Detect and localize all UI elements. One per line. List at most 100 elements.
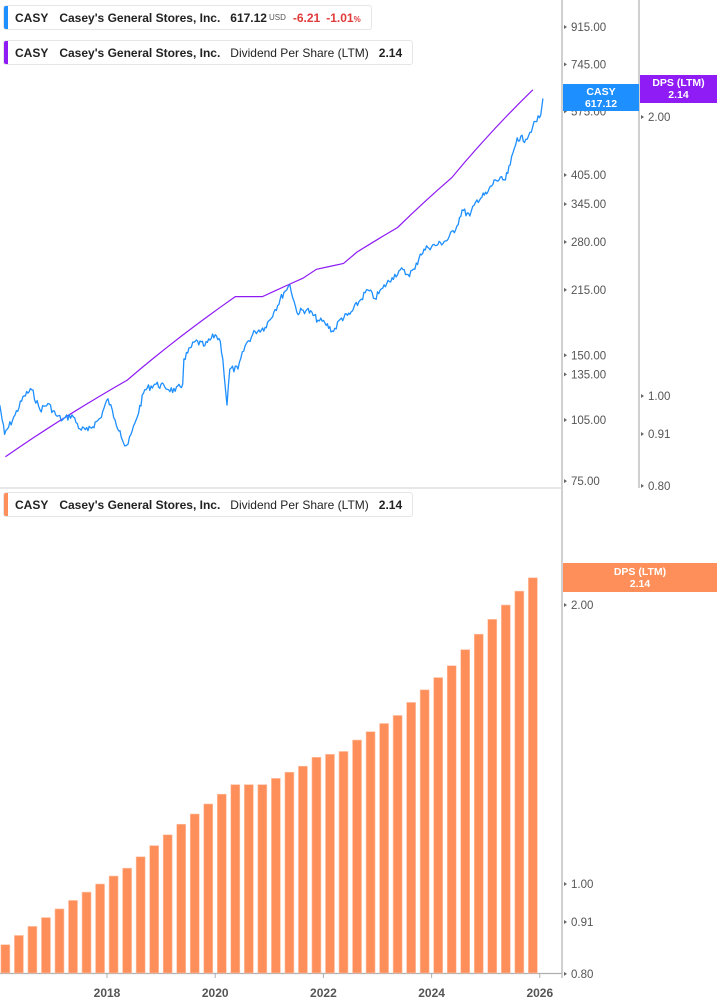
dps-bar [352,739,362,974]
dps-bar [162,834,173,974]
dps-tick-label: 1.00 [648,391,670,403]
dps-bar [54,908,65,974]
legend-indicator: Dividend Per Share (LTM) [230,45,369,60]
tick-mark [564,418,567,423]
dps-bar [81,891,92,974]
dps-bar [487,619,498,974]
tick-mark [564,172,567,177]
dps-bar-tick-label: 2.00 [571,600,593,612]
tick-mark [564,239,567,244]
x-tick-label: 2020 [202,986,229,1000]
dps-bar [406,702,416,974]
price-line [0,98,544,447]
tick-mark [564,287,567,292]
dps-tick-label: 0.80 [648,481,670,493]
tick-mark [564,882,567,886]
tick-mark [564,603,567,608]
dps-bar [379,723,389,974]
legend-value: 2.14 [378,45,403,60]
dps-bar [135,856,146,974]
tick-mark [564,25,567,29]
legend-ticker: CASY [15,497,49,512]
price-tick-label: 105.00 [571,415,606,427]
legend-company: Casey's General Stores, Inc. [59,497,221,512]
dps-bar [392,715,403,974]
dps-bar [473,633,484,974]
legend-company: Casey's General Stores, Inc. [59,10,221,25]
axes [0,0,640,978]
tick-mark [564,919,567,924]
x-tick-label: 2026 [526,986,553,1000]
legend-ticker: CASY [15,45,49,60]
dps-last-value-tag: DPS (LTM) 2.14 [640,75,717,103]
dps-series-color [4,41,8,64]
tick-mark [641,483,644,488]
dps-bar [338,751,349,974]
legend-change: -6.21 [292,10,321,25]
dps-legend-top[interactable]: CASY Casey's General Stores, Inc. Divide… [3,40,414,65]
tick-mark [564,971,567,976]
dps-bar-tick-label: 1.00 [571,879,593,891]
legend-currency: USD [268,13,286,22]
dps-bar-tick-label: 0.80 [571,969,593,981]
dps-bar [149,845,159,974]
x-tick-label: 2024 [418,986,445,1000]
dps-tick-label: 2.00 [648,112,670,124]
tick-mark [564,479,567,484]
dps-bar [108,875,119,974]
dps-bar [230,784,241,974]
dps-bar [257,784,268,974]
tag-label: CASY [586,85,616,98]
tick-mark [641,431,644,436]
change-pct-value: -1.01 [326,10,354,25]
legend-price: 617.12 [230,10,267,25]
dps-bar [216,793,227,974]
tick-mark [564,353,567,358]
dps-bar [14,935,24,974]
dps-bar-series-color [4,493,8,516]
price-tick-label: 75.00 [571,476,600,488]
tag-value: 2.14 [668,89,689,101]
legend-ticker: CASY [15,10,49,25]
price-tick-label: 915.00 [571,22,606,34]
price-tick-label: 405.00 [571,170,606,182]
dps-bar [41,917,51,974]
dps-bar [365,731,376,974]
dps-bar [433,677,443,974]
legend-value: 2.14 [378,497,403,512]
dps-legend-bottom[interactable]: CASY Casey's General Stores, Inc. Divide… [3,492,414,517]
legend-company: Casey's General Stores, Inc. [59,45,221,60]
tick-labels: 915.00745.00575.00405.00345.00280.00215.… [94,22,671,1000]
dps-bar [311,756,322,974]
dps-bar [325,754,335,974]
dps-bar [514,590,525,974]
price-tick-label: 150.00 [571,350,606,362]
price-tick-label: 215.00 [571,285,606,297]
dps-bar [176,823,187,974]
price-series-color [4,6,8,29]
pct-sign: % [353,14,361,24]
tag-label: DPS (LTM) [652,77,705,89]
price-tick-label: 745.00 [571,59,606,71]
legend-indicator: Dividend Per Share (LTM) [230,497,369,512]
dps-bar [419,689,430,974]
dps-bar [460,649,471,974]
dps-bar [122,867,132,974]
dps-bars [0,577,538,974]
x-tick-label: 2022 [310,986,337,1000]
tick-mark [641,394,644,398]
dps-bar [203,803,214,974]
dps-bar [501,604,511,974]
dps-bar [271,778,281,974]
legend-change-pct: -1.01% [326,11,360,25]
price-legend[interactable]: CASY Casey's General Stores, Inc. 617.12… [3,5,372,30]
tag-value: 2.14 [629,577,651,590]
lines [0,89,544,458]
dps-tick-label: 0.91 [648,429,670,441]
tag-label: DPS (LTM) [613,565,667,578]
dps-bar [284,771,295,974]
tick-mark [564,202,567,207]
dps-bar [0,944,11,974]
price-last-value-tag: CASY 617.12 [563,84,639,111]
